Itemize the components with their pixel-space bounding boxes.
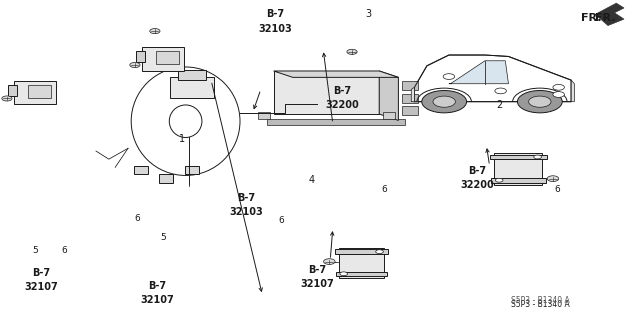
Text: 32107: 32107 xyxy=(300,279,333,289)
Bar xyxy=(170,77,214,98)
Text: FR.: FR. xyxy=(581,13,602,23)
Text: B-7: B-7 xyxy=(148,280,166,291)
Bar xyxy=(402,94,418,103)
Text: 4: 4 xyxy=(308,175,315,185)
Circle shape xyxy=(347,49,357,55)
Bar xyxy=(490,155,547,159)
Circle shape xyxy=(2,96,12,101)
Text: 6: 6 xyxy=(279,216,284,225)
Bar xyxy=(491,178,546,182)
Bar xyxy=(14,81,56,105)
Circle shape xyxy=(324,259,335,264)
Bar xyxy=(402,81,418,90)
Polygon shape xyxy=(595,3,624,26)
Polygon shape xyxy=(268,119,405,125)
Text: B-7: B-7 xyxy=(333,86,351,96)
Text: 2: 2 xyxy=(496,100,502,110)
Bar xyxy=(28,85,51,98)
Polygon shape xyxy=(274,71,398,78)
Text: 5: 5 xyxy=(161,233,166,242)
Text: S5P3 - B1340 A: S5P3 - B1340 A xyxy=(511,300,570,309)
Text: 6: 6 xyxy=(61,246,67,255)
Text: 6: 6 xyxy=(554,185,559,194)
Text: 32200: 32200 xyxy=(326,100,359,110)
Polygon shape xyxy=(449,61,509,84)
Text: B-7: B-7 xyxy=(308,264,326,275)
Circle shape xyxy=(518,91,563,113)
Bar xyxy=(319,99,333,108)
Text: 1: 1 xyxy=(179,134,186,144)
Text: 32103: 32103 xyxy=(259,24,292,34)
Circle shape xyxy=(547,176,559,182)
Text: 32107: 32107 xyxy=(25,282,58,292)
Text: 3: 3 xyxy=(365,9,371,19)
Circle shape xyxy=(495,88,506,94)
Bar xyxy=(156,51,179,64)
Text: 5: 5 xyxy=(33,246,38,255)
Circle shape xyxy=(553,85,564,90)
Text: B-7: B-7 xyxy=(468,166,486,176)
Bar xyxy=(495,153,543,185)
Polygon shape xyxy=(572,80,574,102)
Polygon shape xyxy=(380,71,398,121)
Bar xyxy=(402,107,418,115)
Circle shape xyxy=(534,155,541,159)
Text: FR.: FR. xyxy=(595,12,615,23)
Circle shape xyxy=(422,91,467,113)
Bar xyxy=(259,113,270,119)
Polygon shape xyxy=(412,87,415,102)
Text: 32200: 32200 xyxy=(460,180,493,190)
Bar xyxy=(383,113,395,119)
Bar xyxy=(336,271,387,276)
Ellipse shape xyxy=(169,105,202,137)
Text: 32103: 32103 xyxy=(230,207,263,217)
Bar xyxy=(143,47,184,71)
Bar xyxy=(177,70,206,80)
Text: 32107: 32107 xyxy=(140,295,173,305)
Circle shape xyxy=(443,74,454,79)
Bar xyxy=(185,166,199,174)
Bar xyxy=(159,174,173,182)
Circle shape xyxy=(553,92,564,97)
Bar xyxy=(8,85,17,95)
Text: B-7: B-7 xyxy=(33,268,51,278)
Bar xyxy=(134,166,148,174)
Circle shape xyxy=(340,272,348,276)
Polygon shape xyxy=(415,55,572,102)
Text: 6: 6 xyxy=(381,185,387,194)
Text: B-7: B-7 xyxy=(266,9,284,19)
Polygon shape xyxy=(274,71,380,114)
Circle shape xyxy=(130,63,140,68)
Circle shape xyxy=(376,250,383,254)
Text: S5P3 - B1340 A: S5P3 - B1340 A xyxy=(511,296,570,305)
Text: B-7: B-7 xyxy=(237,193,255,203)
Circle shape xyxy=(529,96,551,107)
Circle shape xyxy=(495,178,503,182)
Bar xyxy=(335,249,388,254)
Bar xyxy=(136,51,145,62)
Ellipse shape xyxy=(131,67,240,175)
Circle shape xyxy=(150,29,160,34)
Text: 6: 6 xyxy=(135,214,140,223)
Circle shape xyxy=(433,96,456,107)
Bar xyxy=(339,248,384,278)
